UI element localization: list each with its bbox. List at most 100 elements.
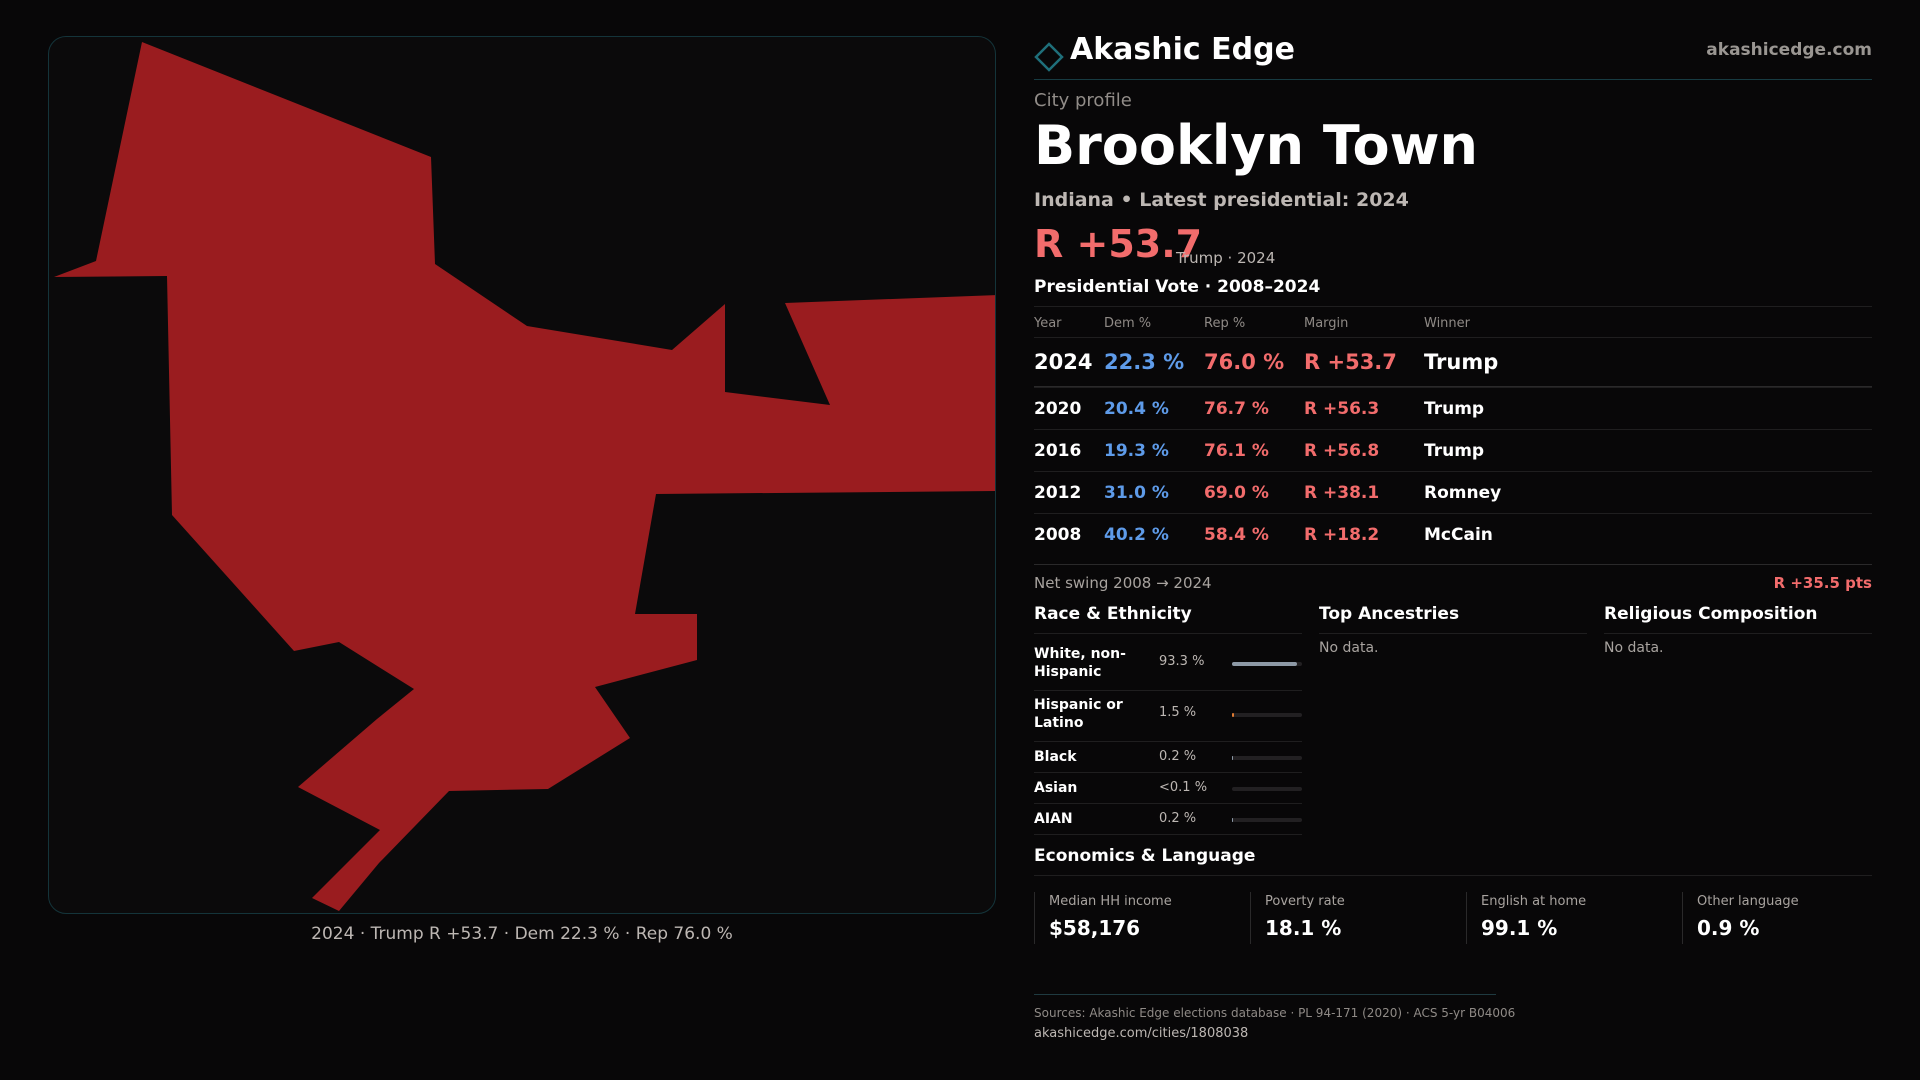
cell-year: 2008: [1034, 525, 1082, 545]
cell-rep: 58.4 %: [1204, 525, 1269, 545]
econ-english-at-home: English at home 99.1 %: [1466, 892, 1681, 944]
race-pct: 93.3 %: [1159, 654, 1205, 669]
sources-text: Sources: Akashic Edge elections database…: [1034, 1006, 1516, 1020]
vote-table-header: Year Dem % Rep % Margin Winner: [1034, 306, 1872, 337]
headline-margin-note: Trump · 2024: [1176, 249, 1276, 267]
race-name: AIAN: [1034, 811, 1073, 827]
list-item: AIAN 0.2 %: [1034, 804, 1302, 835]
race-name: White, non-Hispanic: [1034, 646, 1126, 680]
list-item: Hispanic or Latino 1.5 %: [1034, 691, 1302, 742]
brand-name: Akashic Edge: [1070, 32, 1295, 67]
list-item: White, non-Hispanic 93.3 %: [1034, 640, 1302, 691]
cell-margin: R +38.1: [1304, 483, 1380, 503]
econ-value: $58,176: [1049, 916, 1141, 940]
cell-dem: 40.2 %: [1104, 525, 1169, 545]
vote-table: Year Dem % Rep % Margin Winner 2024 22.3…: [1034, 306, 1872, 555]
econ-value: 99.1 %: [1481, 916, 1558, 940]
race-pct: <0.1 %: [1159, 780, 1208, 795]
race-pct: 0.2 %: [1159, 749, 1197, 764]
economics-divider: [1034, 875, 1872, 876]
brand-url-link[interactable]: akashicedge.com: [1706, 40, 1872, 60]
net-swing-value: R +35.5 pts: [1773, 574, 1872, 592]
diamond-logo-icon: [1034, 42, 1064, 72]
cell-dem: 19.3 %: [1104, 441, 1169, 461]
cell-margin: R +56.3: [1304, 399, 1380, 419]
list-item: Black 0.2 %: [1034, 742, 1302, 773]
race-section-header: Race & Ethnicity: [1034, 600, 1302, 634]
cell-winner: McCain: [1424, 525, 1493, 545]
race-bar: [1232, 787, 1302, 791]
cell-dem: 22.3 %: [1104, 350, 1185, 374]
religion-section-header: Religious Composition: [1604, 600, 1872, 634]
sources-divider: [1034, 994, 1496, 995]
religion-empty: No data.: [1604, 640, 1664, 656]
cell-winner: Trump: [1424, 350, 1499, 374]
race-pct: 0.2 %: [1159, 811, 1197, 826]
race-bar: [1232, 713, 1302, 717]
race-name: Hispanic or Latino: [1034, 697, 1123, 731]
economics-section-title: Economics & Language: [1034, 846, 1256, 866]
col-rep: Rep %: [1204, 316, 1246, 331]
race-bar: [1232, 756, 1302, 760]
race-section-title: Race & Ethnicity: [1034, 604, 1192, 624]
econ-value: 18.1 %: [1265, 916, 1342, 940]
cell-winner: Trump: [1424, 399, 1485, 419]
city-map[interactable]: [48, 36, 996, 914]
ancestries-empty: No data.: [1319, 640, 1379, 656]
econ-label: Other language: [1697, 894, 1799, 909]
cell-margin: R +56.8: [1304, 441, 1380, 461]
econ-poverty-rate: Poverty rate 18.1 %: [1250, 892, 1465, 944]
table-row: 2024 22.3 % 76.0 % R +53.7 Trump: [1034, 337, 1872, 387]
table-row: 2008 40.2 % 58.4 % R +18.2 McCain: [1034, 513, 1872, 555]
cell-rep: 76.7 %: [1204, 399, 1269, 419]
table-row: 2016 19.3 % 76.1 % R +56.8 Trump: [1034, 429, 1872, 471]
cell-rep: 76.1 %: [1204, 441, 1269, 461]
cell-margin: R +18.2: [1304, 525, 1380, 545]
map-caption: 2024 · Trump R +53.7 · Dem 22.3 % · Rep …: [311, 924, 733, 944]
race-list: White, non-Hispanic 93.3 % Hispanic or L…: [1034, 640, 1302, 835]
race-name: Asian: [1034, 780, 1078, 796]
econ-other-language: Other language 0.9 %: [1682, 892, 1873, 944]
econ-median-income: Median HH income $58,176: [1034, 892, 1249, 944]
cell-year: 2012: [1034, 483, 1082, 503]
net-swing-row: Net swing 2008 → 2024 R +35.5 pts: [1034, 564, 1872, 595]
brand-header: Akashic Edge akashicedge.com: [1034, 30, 1872, 80]
race-name: Black: [1034, 749, 1077, 765]
econ-value: 0.9 %: [1697, 916, 1760, 940]
cell-winner: Romney: [1424, 483, 1502, 503]
list-item: Asian <0.1 %: [1034, 773, 1302, 804]
headline-margin: R +53.7: [1034, 222, 1203, 266]
ancestries-section-title: Top Ancestries: [1319, 604, 1460, 624]
religion-section-title: Religious Composition: [1604, 604, 1818, 624]
cell-winner: Trump: [1424, 441, 1485, 461]
vote-section-title: Presidential Vote · 2008–2024: [1034, 277, 1321, 297]
cell-rep: 76.0 %: [1204, 350, 1285, 374]
profile-panel: Akashic Edge akashicedge.com City profil…: [1034, 0, 1872, 1080]
page-subtitle: Indiana • Latest presidential: 2024: [1034, 189, 1409, 211]
table-row: 2020 20.4 % 76.7 % R +56.3 Trump: [1034, 387, 1872, 429]
cell-margin: R +53.7: [1304, 350, 1397, 374]
econ-label: English at home: [1481, 894, 1587, 909]
sources-url-link[interactable]: akashicedge.com/cities/1808038: [1034, 1026, 1249, 1041]
cell-dem: 31.0 %: [1104, 483, 1169, 503]
cell-year: 2016: [1034, 441, 1082, 461]
col-dem: Dem %: [1104, 316, 1152, 331]
race-bar: [1232, 818, 1302, 822]
race-bar-fill: [1232, 662, 1298, 666]
ancestries-section-header: Top Ancestries: [1319, 600, 1587, 634]
col-year: Year: [1034, 316, 1062, 331]
col-margin: Margin: [1304, 316, 1349, 331]
cell-year: 2024: [1034, 350, 1093, 374]
race-bar: [1232, 662, 1302, 666]
net-swing-label: Net swing 2008 → 2024: [1034, 574, 1212, 592]
page-eyebrow: City profile: [1034, 90, 1132, 111]
race-bar-fill: [1232, 713, 1234, 717]
city-boundary-map: [54, 42, 996, 911]
city-boundary-shape[interactable]: [54, 42, 996, 911]
page-title: Brooklyn Town: [1034, 114, 1478, 177]
econ-label: Poverty rate: [1265, 894, 1345, 909]
cell-year: 2020: [1034, 399, 1082, 419]
cell-rep: 69.0 %: [1204, 483, 1269, 503]
table-row: 2012 31.0 % 69.0 % R +38.1 Romney: [1034, 471, 1872, 513]
col-winner: Winner: [1424, 316, 1471, 331]
